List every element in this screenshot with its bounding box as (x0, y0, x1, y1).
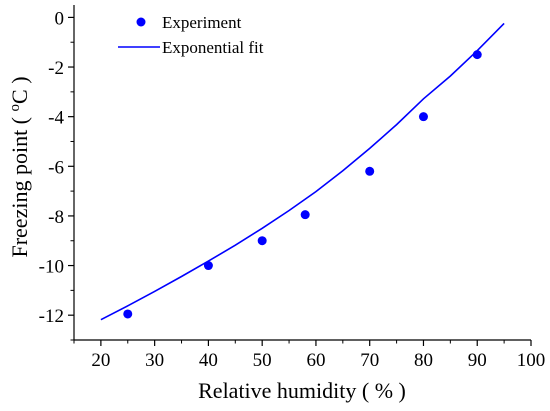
data-point-5 (365, 166, 375, 176)
data-point-7 (472, 50, 482, 60)
data-point-3 (257, 236, 267, 246)
x-tick-label-50: 50 (253, 350, 272, 371)
x-tick-label-100: 100 (517, 350, 546, 371)
y-ticks: 0 -2 -4 -6 -8 -10 -12 (39, 8, 74, 341)
y-tick-label--4: -4 (48, 108, 64, 129)
x-tick-label-20: 20 (91, 350, 110, 371)
x-axis-title: Relative humidity ( % ) (198, 378, 406, 403)
fit-line (100, 22, 505, 321)
y-tick-label-0: 0 (55, 8, 65, 29)
data-point-6 (418, 112, 428, 122)
y-axis-title-superscript: o (7, 104, 23, 112)
y-tick-label--2: -2 (48, 58, 64, 79)
y-axis-title: Freezing point ( oC ) (7, 76, 32, 257)
y-tick-label--10: -10 (39, 257, 64, 278)
x-tick-label-40: 40 (199, 350, 218, 371)
x-tick-label-90: 90 (468, 350, 487, 371)
y-axis-title-main: Freezing point ( (7, 111, 32, 257)
plot-frame (73, 5, 531, 341)
x-tick-label-80: 80 (414, 350, 433, 371)
y-tick-label--8: -8 (48, 207, 64, 228)
x-ticks: 20 30 40 50 60 70 80 90 100 (73, 340, 546, 371)
legend-label-fit: Exponential fit (162, 38, 264, 57)
y-tick-label--12: -12 (39, 306, 64, 327)
points-layer (123, 50, 482, 319)
data-point-4 (300, 210, 310, 220)
fit-layer (100, 22, 505, 321)
x-tick-label-60: 60 (306, 350, 325, 371)
legend-marker-experiment (136, 17, 146, 27)
y-axis-title-unit: C ) (7, 76, 32, 104)
y-tick-label--6: -6 (48, 157, 64, 178)
legend-label-experiment: Experiment (162, 13, 242, 32)
x-tick-label-30: 30 (145, 350, 164, 371)
x-tick-label-70: 70 (360, 350, 379, 371)
legend: Experiment Exponential fit (118, 13, 264, 57)
data-point-2 (203, 261, 213, 271)
data-point-1 (123, 309, 133, 319)
